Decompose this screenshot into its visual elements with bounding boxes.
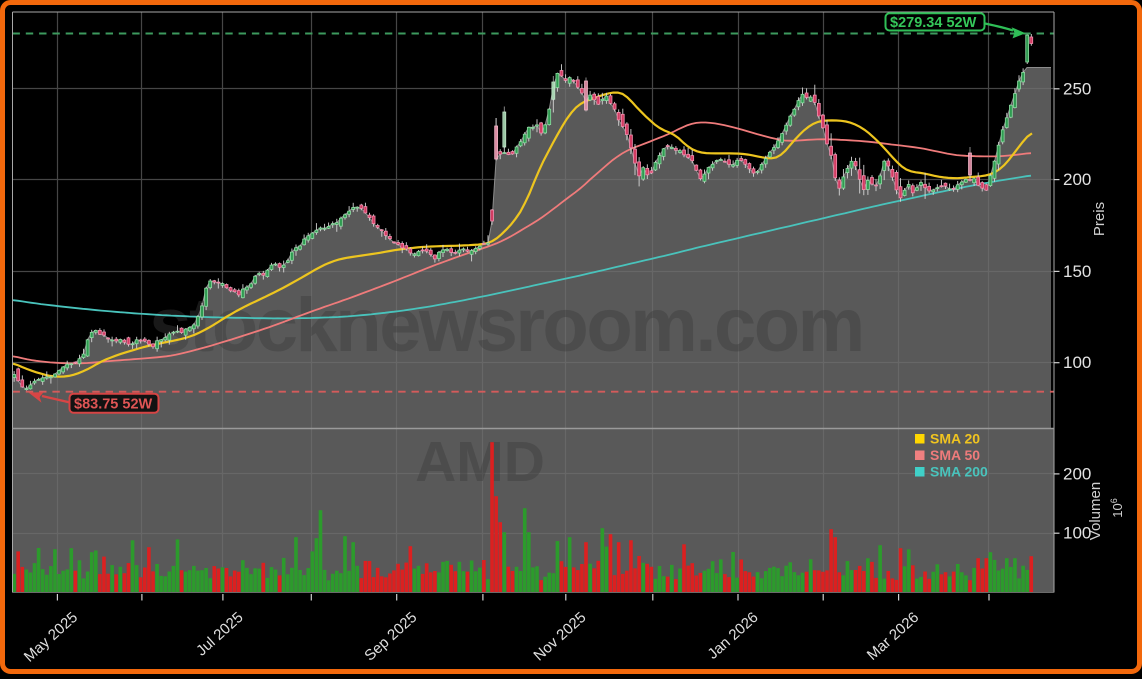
svg-text:$279.34 52W: $279.34 52W [890, 15, 977, 31]
svg-text:Volumen: Volumen [1087, 482, 1104, 540]
svg-text:SMA 50: SMA 50 [930, 447, 980, 463]
svg-text:200: 200 [1063, 464, 1091, 483]
svg-text:100: 100 [1063, 353, 1091, 372]
svg-text:250: 250 [1063, 79, 1091, 98]
svg-text:100: 100 [1063, 524, 1091, 543]
svg-text:$83.75 52W: $83.75 52W [74, 397, 153, 413]
svg-text:150: 150 [1063, 262, 1091, 281]
svg-text:SMA 200: SMA 200 [930, 464, 988, 480]
svg-text:200: 200 [1063, 170, 1091, 189]
svg-text:SMA 20: SMA 20 [930, 431, 980, 447]
svg-text:stocknewsroom.com: stocknewsroom.com [149, 283, 863, 368]
svg-text:AMD: AMD [415, 430, 545, 494]
svg-text:Preis: Preis [1091, 202, 1108, 236]
